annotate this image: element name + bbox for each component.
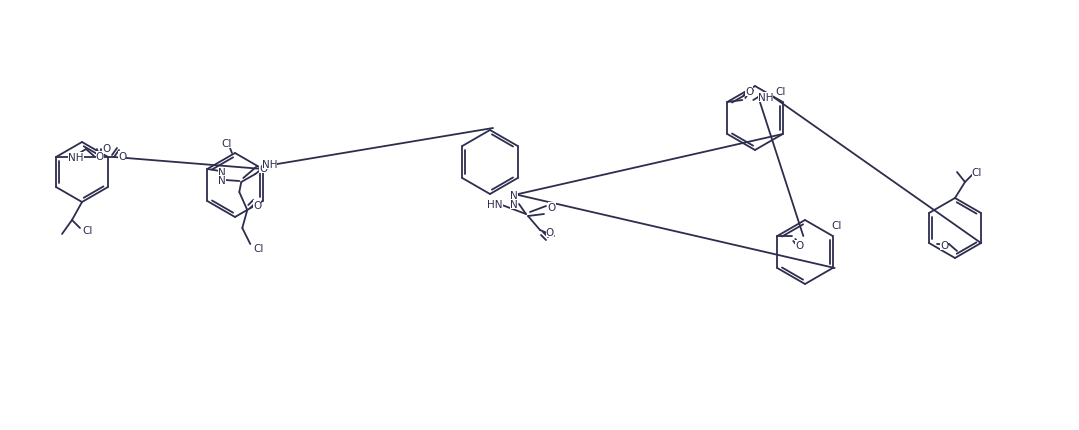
Text: N: N (510, 190, 518, 200)
Text: N: N (218, 175, 227, 186)
Text: NH: NH (261, 160, 277, 169)
Text: Cl: Cl (83, 225, 93, 236)
Text: O: O (254, 200, 261, 211)
Text: Cl: Cl (222, 139, 232, 149)
Text: O: O (118, 152, 126, 162)
Text: Cl: Cl (254, 243, 263, 253)
Text: O: O (746, 87, 753, 97)
Text: O: O (96, 152, 104, 162)
Text: N: N (510, 200, 518, 209)
Text: Cl: Cl (776, 87, 786, 97)
Text: O: O (940, 240, 948, 250)
Text: O: O (795, 240, 804, 250)
Text: Cl: Cl (972, 168, 982, 178)
Text: O: O (101, 144, 110, 154)
Text: N: N (218, 168, 227, 178)
Text: O: O (259, 164, 268, 174)
Text: Cl: Cl (832, 221, 842, 230)
Text: O: O (548, 203, 556, 212)
Text: NH: NH (757, 93, 773, 103)
Text: NH: NH (68, 153, 84, 163)
Text: O: O (546, 227, 555, 237)
Text: HN: HN (488, 200, 503, 209)
